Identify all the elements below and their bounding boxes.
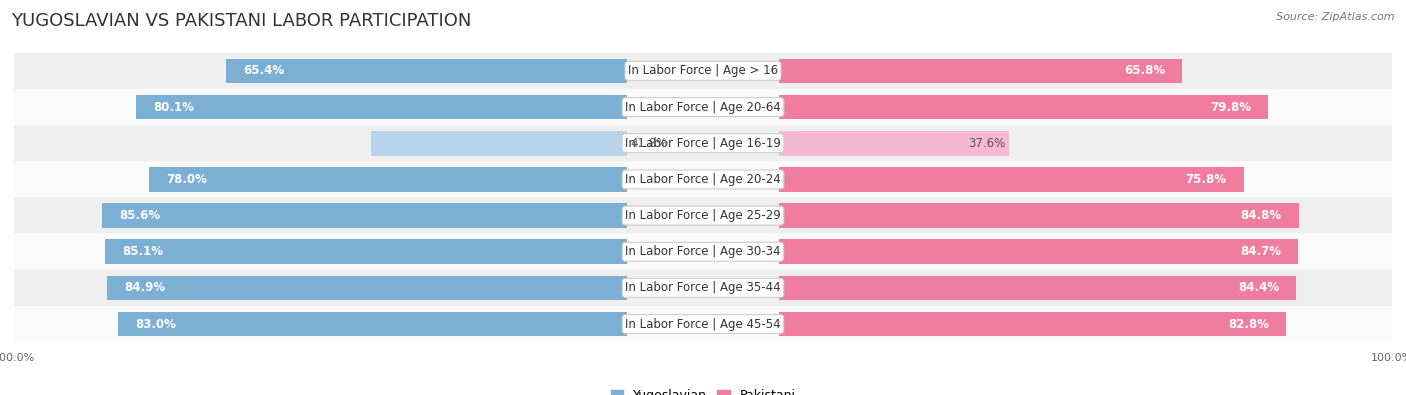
Text: In Labor Force | Age 30-34: In Labor Force | Age 30-34: [626, 245, 780, 258]
Text: 85.1%: 85.1%: [122, 245, 163, 258]
Text: In Labor Force | Age 25-29: In Labor Force | Age 25-29: [626, 209, 780, 222]
Text: 65.4%: 65.4%: [243, 64, 284, 77]
Text: 78.0%: 78.0%: [166, 173, 207, 186]
Text: 79.8%: 79.8%: [1209, 101, 1251, 114]
Bar: [779, 167, 1243, 192]
Text: 83.0%: 83.0%: [135, 318, 176, 331]
Bar: [779, 95, 1268, 119]
Text: In Labor Force | Age 16-19: In Labor Force | Age 16-19: [626, 137, 780, 150]
Text: 80.1%: 80.1%: [153, 101, 194, 114]
Text: 82.8%: 82.8%: [1229, 318, 1270, 331]
Text: In Labor Force | Age 35-44: In Labor Force | Age 35-44: [626, 281, 780, 294]
Bar: [779, 58, 1182, 83]
FancyBboxPatch shape: [14, 161, 1392, 198]
Bar: [371, 131, 627, 156]
Text: In Labor Force | Age 20-24: In Labor Force | Age 20-24: [626, 173, 780, 186]
FancyBboxPatch shape: [14, 270, 1392, 306]
Bar: [107, 276, 627, 300]
Text: 41.8%: 41.8%: [631, 137, 668, 150]
Text: YUGOSLAVIAN VS PAKISTANI LABOR PARTICIPATION: YUGOSLAVIAN VS PAKISTANI LABOR PARTICIPA…: [11, 12, 471, 30]
FancyBboxPatch shape: [14, 198, 1392, 234]
Text: 65.8%: 65.8%: [1123, 64, 1166, 77]
Text: 75.8%: 75.8%: [1185, 173, 1226, 186]
Text: 84.9%: 84.9%: [124, 281, 165, 294]
FancyBboxPatch shape: [14, 125, 1392, 161]
Bar: [136, 95, 627, 119]
Bar: [779, 203, 1299, 228]
Bar: [149, 167, 627, 192]
Bar: [779, 312, 1286, 337]
Text: 85.6%: 85.6%: [120, 209, 160, 222]
Legend: Yugoslavian, Pakistani: Yugoslavian, Pakistani: [606, 384, 800, 395]
Text: 84.4%: 84.4%: [1237, 281, 1279, 294]
Text: 37.6%: 37.6%: [969, 137, 1005, 150]
Text: In Labor Force | Age 45-54: In Labor Force | Age 45-54: [626, 318, 780, 331]
Bar: [779, 131, 1010, 156]
Bar: [103, 203, 627, 228]
Bar: [226, 58, 627, 83]
Bar: [105, 239, 627, 264]
FancyBboxPatch shape: [14, 53, 1392, 89]
Bar: [779, 276, 1296, 300]
Text: 84.8%: 84.8%: [1240, 209, 1281, 222]
FancyBboxPatch shape: [14, 234, 1392, 270]
Text: In Labor Force | Age > 16: In Labor Force | Age > 16: [628, 64, 778, 77]
Text: In Labor Force | Age 20-64: In Labor Force | Age 20-64: [626, 101, 780, 114]
FancyBboxPatch shape: [14, 89, 1392, 125]
Text: 84.7%: 84.7%: [1240, 245, 1281, 258]
Bar: [118, 312, 627, 337]
FancyBboxPatch shape: [14, 306, 1392, 342]
Bar: [779, 239, 1298, 264]
Text: Source: ZipAtlas.com: Source: ZipAtlas.com: [1277, 12, 1395, 22]
